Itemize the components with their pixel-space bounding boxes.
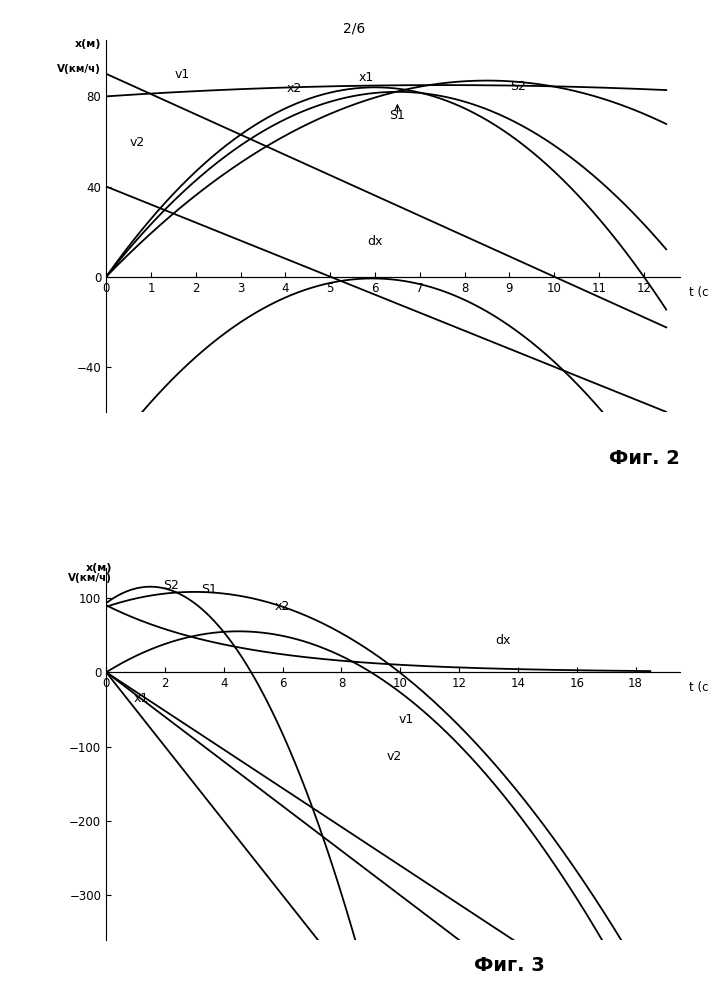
Text: v1: v1 — [175, 68, 190, 81]
Text: x2: x2 — [275, 600, 290, 613]
Text: x2: x2 — [287, 82, 302, 95]
Text: Фиг. 3: Фиг. 3 — [474, 956, 545, 975]
Text: x(м): x(м) — [86, 563, 112, 573]
Text: S2: S2 — [510, 80, 526, 93]
Text: V(км/ч): V(км/ч) — [68, 573, 112, 583]
Text: v2: v2 — [130, 136, 145, 149]
Text: x1: x1 — [134, 692, 149, 705]
Text: t (с): t (с) — [688, 681, 708, 694]
Text: S2: S2 — [163, 579, 179, 592]
Text: x1: x1 — [358, 71, 374, 84]
Text: v1: v1 — [399, 713, 413, 726]
Text: S1: S1 — [389, 109, 406, 122]
Text: S1: S1 — [201, 583, 217, 596]
Text: dx: dx — [496, 634, 511, 647]
Text: V(км/ч): V(км/ч) — [57, 64, 101, 74]
Text: v2: v2 — [387, 750, 402, 763]
Text: 2/6: 2/6 — [343, 22, 365, 36]
Text: dx: dx — [367, 235, 383, 248]
Text: Фиг. 2: Фиг. 2 — [609, 449, 680, 468]
Text: t (с): t (с) — [689, 286, 708, 299]
Text: x(м): x(м) — [75, 39, 101, 49]
